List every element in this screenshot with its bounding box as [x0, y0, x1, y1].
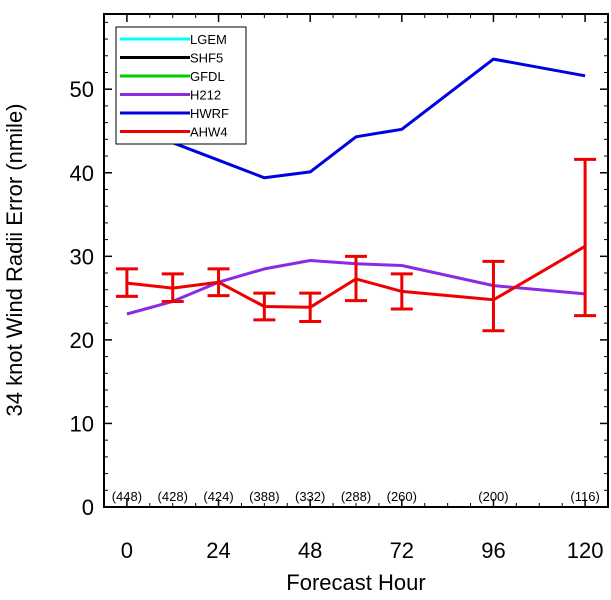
x-tick-labels: 0 24 48 72 96 120: [121, 538, 604, 563]
x-tick-label: 24: [206, 538, 230, 563]
axis-ticks: [104, 14, 609, 508]
legend-label-lgem: LGEM: [190, 32, 227, 47]
y-tick-label: 50: [70, 77, 94, 102]
y-axis-title: 34 knot Wind Radii Error (nmile): [2, 104, 27, 417]
x-tick-label: 120: [567, 538, 604, 563]
legend-label-h212: H212: [190, 88, 221, 103]
y-tick-label: 40: [70, 161, 94, 186]
x-tick-label: 48: [298, 538, 322, 563]
legend-label-gfdl: GFDL: [190, 69, 225, 84]
y-tick-label: 0: [82, 495, 94, 520]
sample-count-label: (428): [158, 489, 188, 504]
x-tick-label: 96: [481, 538, 505, 563]
legend-label-hwrf: HWRF: [190, 106, 229, 121]
sample-count-label: (424): [203, 489, 233, 504]
legend-box: [115, 26, 247, 145]
x-tick-label: 72: [390, 538, 414, 563]
sample-count-label: (288): [341, 489, 371, 504]
x-tick-label: 0: [121, 538, 133, 563]
sample-count-label: (332): [295, 489, 325, 504]
y-tick-labels: 0 10 20 30 40 50: [70, 77, 94, 520]
sample-count-label: (200): [478, 489, 508, 504]
y-tick-label: 20: [70, 328, 94, 353]
sample-count-label: (388): [249, 489, 279, 504]
y-tick-label: 30: [70, 244, 94, 269]
legend: LGEM SHF5 GFDL H212 HWRF AHW4: [115, 26, 247, 145]
series-layer: [115, 57, 597, 333]
sample-count-label: (260): [387, 489, 417, 504]
legend-label-ahw4: AHW4: [190, 125, 228, 140]
y-tick-label: 10: [70, 411, 94, 436]
series-line-h212: [126, 259, 586, 316]
sample-count-labels: (448) (428) (424) (388) (332) (288) (260) (200)…: [112, 489, 600, 504]
sample-count-label: (448): [112, 489, 142, 504]
series-line-hwrf: [125, 57, 586, 180]
legend-label-shf5: SHF5: [190, 51, 223, 66]
x-axis-title: Forecast Hour: [286, 570, 425, 595]
sample-count-label: (116): [570, 489, 599, 504]
